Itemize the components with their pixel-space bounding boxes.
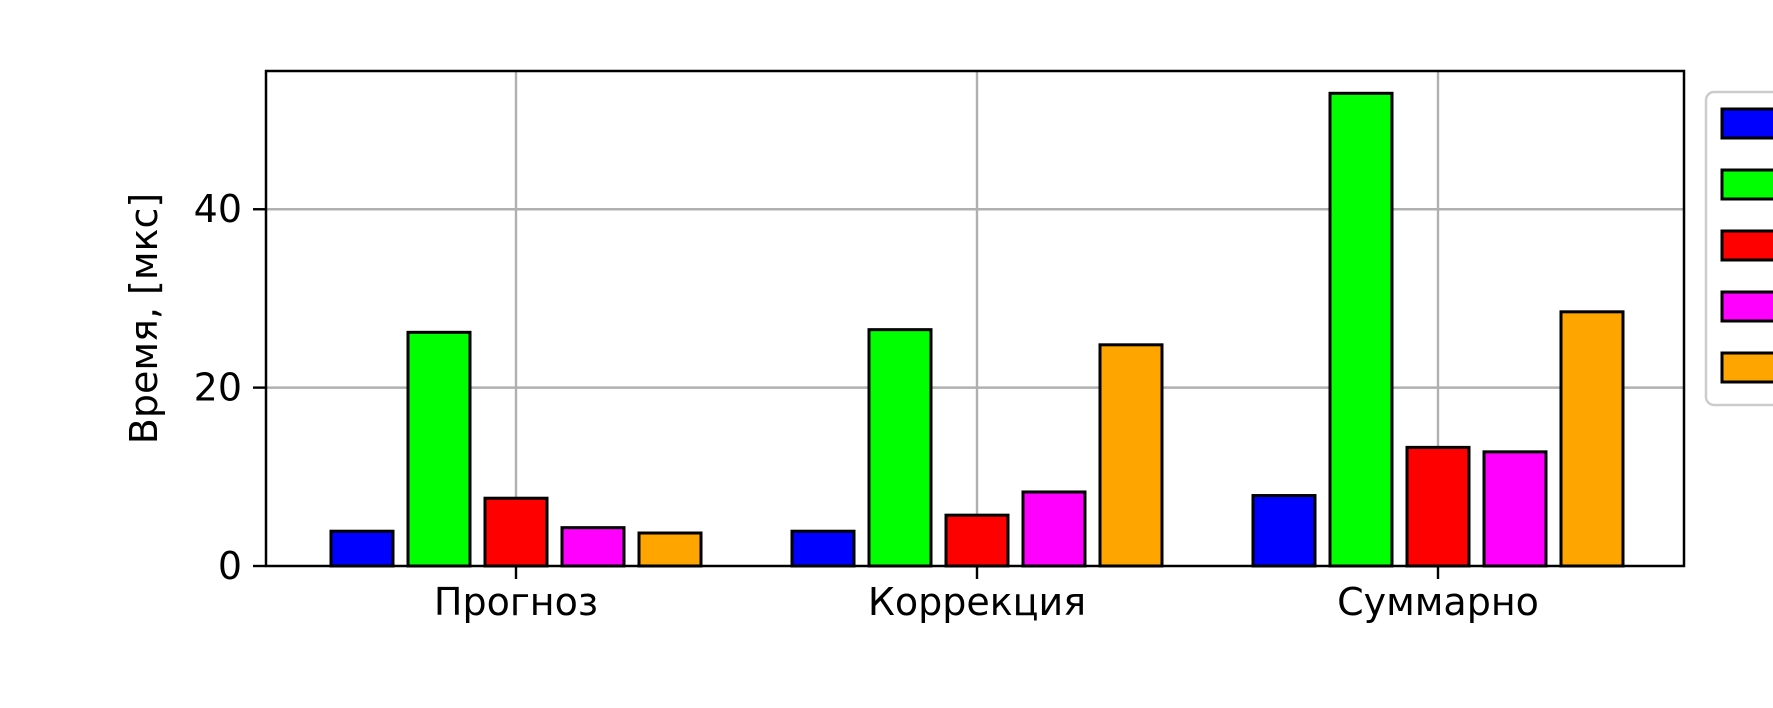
bar: [329, 529, 395, 568]
y-axis-label: Время, [мкс]: [122, 193, 166, 444]
grid: [266, 71, 1684, 566]
x-tick-label: Суммарно: [1337, 580, 1539, 624]
legend-swatch: [1720, 168, 1773, 201]
y-tick-label: 0: [218, 544, 242, 588]
bar: [867, 328, 933, 568]
legend: [1704, 90, 1773, 407]
legend-swatch: [1720, 229, 1773, 262]
bar: [560, 526, 626, 568]
bar: [637, 531, 703, 568]
bars: [329, 91, 1625, 568]
bar: [790, 529, 856, 568]
ticks: 0 20 40 Прогноз Коррекция Суммарно: [194, 187, 1539, 624]
bar: [944, 513, 1010, 568]
bar: [1482, 450, 1548, 568]
bar: [406, 330, 472, 568]
bar: [1021, 490, 1087, 568]
bar: [1405, 445, 1471, 568]
bar: [1098, 343, 1164, 568]
bar: [1251, 494, 1317, 568]
bar: [1328, 91, 1394, 568]
y-tick-label: 20: [194, 366, 242, 410]
legend-swatch: [1720, 107, 1773, 140]
legend-swatch: [1720, 351, 1773, 384]
bar: [483, 496, 549, 568]
plot-frame: [264, 69, 1686, 568]
legend-swatch: [1720, 290, 1773, 323]
x-tick-label: Коррекция: [868, 580, 1086, 624]
y-tick-label: 40: [194, 187, 242, 231]
x-tick-label: Прогноз: [434, 580, 598, 624]
bar: [1559, 310, 1625, 568]
